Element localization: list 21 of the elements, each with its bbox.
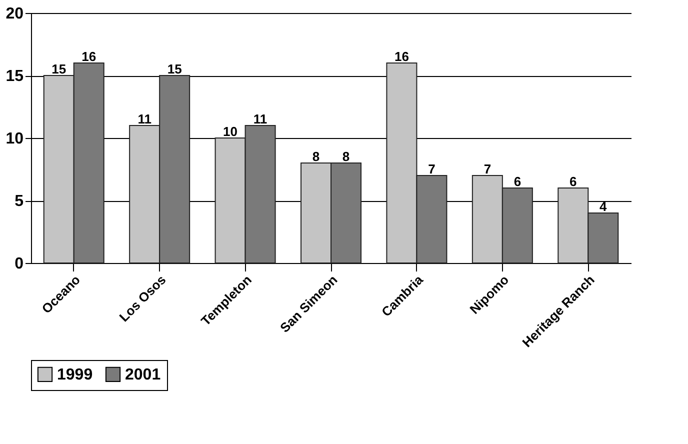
data-label: 10: [223, 124, 238, 139]
legend-label: 2001: [125, 366, 161, 384]
y-tick-label: 10: [6, 130, 24, 148]
data-label: 15: [167, 62, 182, 76]
data-label: 8: [342, 149, 350, 164]
data-label: 6: [514, 174, 522, 189]
legend-label: 1999: [57, 366, 93, 384]
data-label: 7: [484, 162, 492, 176]
data-label: 11: [138, 112, 152, 126]
data-label: 4: [600, 199, 608, 214]
y-tick-label: 15: [6, 68, 24, 85]
y-tick-label: 0: [14, 256, 24, 272]
data-label: 15: [52, 62, 66, 76]
y-tick-label: 5: [14, 193, 24, 210]
data-label: 16: [82, 49, 96, 64]
data-label: 11: [253, 112, 268, 126]
data-label: 8: [312, 149, 320, 164]
data-label: 6: [570, 174, 577, 189]
y-tick-label: 20: [6, 6, 24, 22]
data-label: 16: [394, 49, 409, 64]
data-label: 7: [428, 162, 436, 176]
